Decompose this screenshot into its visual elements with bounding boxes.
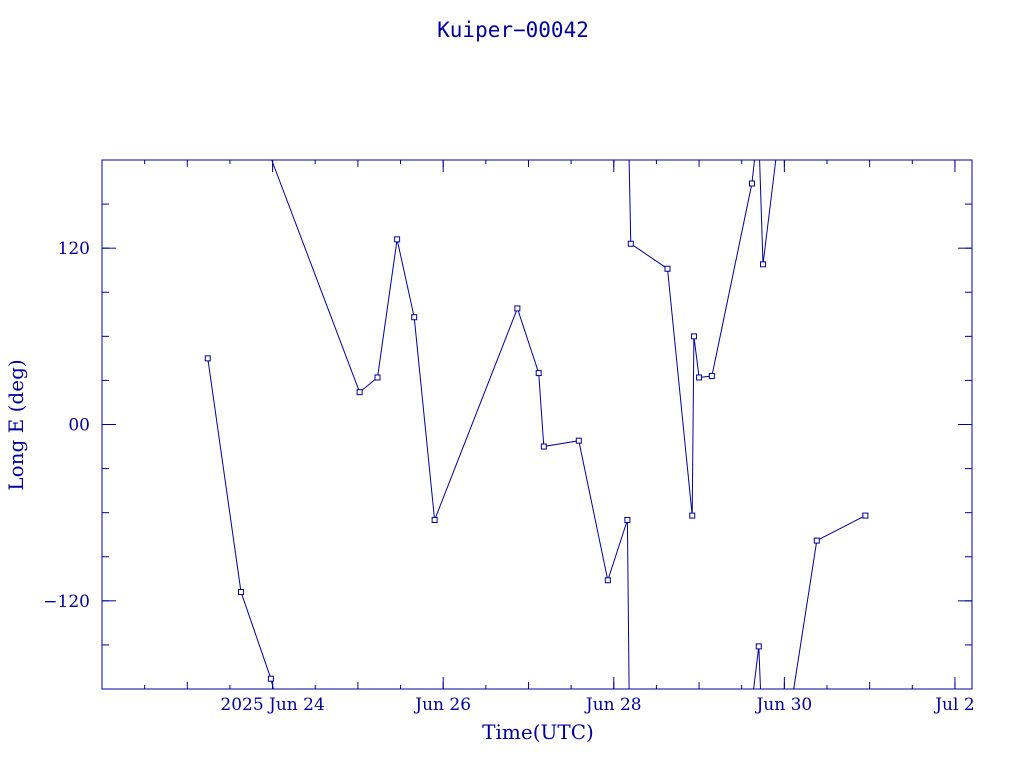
- data-point: [696, 374, 703, 381]
- series-line: [753, 646, 761, 690]
- data-point: [374, 374, 381, 381]
- x-tick-label: Jun 30: [754, 695, 812, 715]
- data-point: [627, 240, 634, 247]
- data-point: [394, 236, 401, 243]
- y-axis-label: Long E (deg): [4, 359, 28, 490]
- series-longitude: [204, 159, 869, 690]
- data-point: [690, 333, 697, 340]
- data-point: [748, 180, 755, 187]
- x-tick-label: Jul 2: [933, 695, 974, 715]
- series-line: [207, 358, 274, 690]
- data-point: [356, 389, 363, 396]
- x-tick-label: 2025 Jun 24: [220, 695, 324, 715]
- data-point: [689, 512, 696, 519]
- series-line: [271, 159, 630, 690]
- x-tick-label: Jun 26: [413, 695, 471, 715]
- x-axis-label: Time(UTC): [482, 720, 594, 744]
- data-point: [535, 370, 542, 377]
- chart-title: Kuiper−00042: [437, 18, 589, 42]
- data-point: [624, 517, 631, 524]
- data-point: [755, 643, 762, 650]
- data-point: [431, 517, 438, 524]
- data-point: [238, 589, 245, 596]
- x-tick-label: Jun 28: [584, 695, 642, 715]
- x-axis-ticks: 2025 Jun 24 Jun 26 Jun 28 Jun 30 Jul 2: [144, 160, 975, 715]
- data-point: [813, 537, 820, 544]
- data-point: [575, 437, 582, 444]
- y-tick-label: 00: [68, 416, 90, 436]
- y-tick-label: −120: [43, 592, 90, 612]
- data-point: [540, 443, 547, 450]
- series-line: [759, 159, 777, 265]
- plot-frame: [101, 159, 973, 690]
- data-point: [664, 265, 671, 272]
- y-tick-label: 120: [58, 239, 90, 259]
- data-point: [204, 355, 211, 362]
- data-point: [760, 261, 767, 268]
- data-point: [604, 577, 611, 584]
- data-point: [708, 373, 715, 380]
- data-point: [267, 675, 274, 682]
- data-point: [514, 305, 521, 312]
- data-point: [411, 314, 418, 321]
- data-point: [862, 512, 869, 519]
- y-axis-ticks: 120 00 −120: [43, 203, 972, 646]
- series-line: [793, 515, 866, 690]
